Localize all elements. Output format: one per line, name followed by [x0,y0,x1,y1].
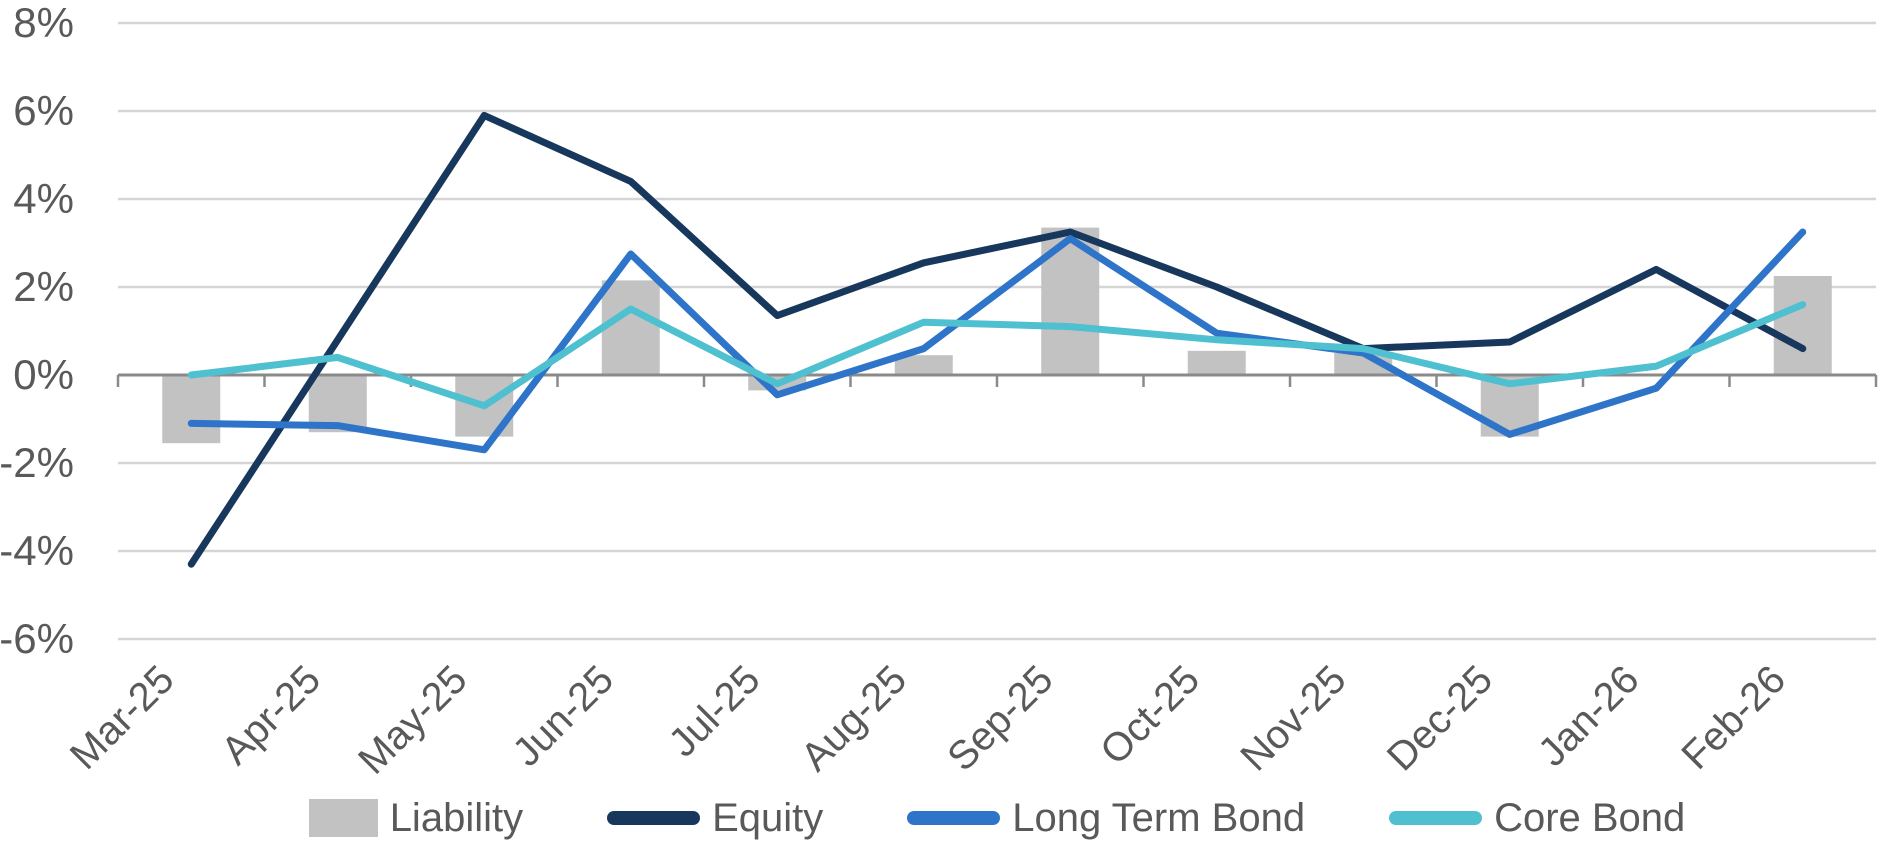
legend-item-long-term-bond: Long Term Bond [907,798,1305,838]
x-tick-label: Sep-25 [939,657,1061,779]
x-tick-label: Dec-25 [1379,657,1501,779]
bar-liability-Aug-25 [894,355,953,375]
y-tick-label: 2% [13,263,74,310]
y-tick-label: -6% [0,615,74,662]
bar-liability-Oct-25 [1187,350,1246,375]
x-tick-label: Aug-25 [793,657,915,779]
legend-item-liability: Liability [308,796,524,840]
line-equity [187,111,1807,568]
y-tick-label: -2% [0,439,74,486]
y-tick-label: 6% [13,87,74,134]
x-tick-label: Jul-25 [660,657,768,765]
x-tick-label: Mar-25 [62,657,183,778]
legend-label-long-term-bond: Long Term Bond [1012,796,1306,840]
bar-liability-Mar-25 [162,375,221,444]
y-tick-label: 8% [13,0,74,46]
core-bond-line-swatch [1389,811,1483,825]
chart-legend: Liability Equity Long Term Bond Core Bon… [118,790,1876,846]
x-tick-label: Feb-26 [1673,657,1794,778]
bar-liability-Feb-26 [1773,276,1832,375]
y-tick-label: 0% [13,351,74,398]
x-tick-label: May-25 [350,657,475,780]
legend-label-equity: Equity [712,796,824,840]
equity-line-swatch [607,811,701,825]
y-tick-label: 4% [13,175,74,222]
line-core-bond [187,301,1807,410]
bar-liability-Jun-25 [601,280,660,375]
legend-label-liability: Liability [389,796,524,840]
y-tick-label: -4% [0,527,74,574]
liability-bar-swatch [308,799,378,837]
x-tick-label: Nov-25 [1232,657,1354,779]
legend-label-core-bond: Core Bond [1494,796,1686,840]
line-long-term-bond [187,228,1807,454]
x-tick-label: Jun-25 [505,657,623,775]
x-tick-label: Oct-25 [1092,657,1208,773]
long-term-bond-line-swatch [907,811,1001,825]
chart-plot-area: 8% 6% 4% 2% 0% -2% -4% -6%Mar-25 Apr-25 May-25 Jun… [0,0,1878,780]
x-tick-label: Apr-25 [213,657,329,773]
legend-item-core-bond: Core Bond [1389,798,1685,838]
legend-item-equity: Equity [607,798,823,838]
x-tick-label: Jan-26 [1530,657,1648,775]
